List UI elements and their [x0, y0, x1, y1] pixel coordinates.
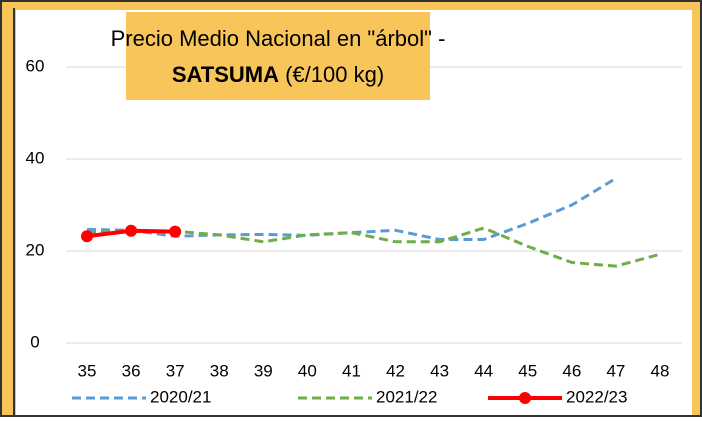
- y-tick-label: 60: [26, 56, 45, 75]
- series-marker: [81, 230, 93, 243]
- chart-title: Precio Medio Nacional en "árbol" -: [111, 26, 446, 51]
- x-tick-label: 42: [386, 361, 405, 380]
- series-line: [86, 226, 661, 268]
- x-tick-label: 45: [518, 361, 537, 380]
- x-tick-label: 36: [122, 361, 141, 380]
- legend-label: 2020/21: [150, 387, 211, 406]
- legend-label: 2021/22: [376, 387, 437, 406]
- plot: 0 20 40 60 35 36 37 38 39 40 41 42 43 44 45 46 47 48 2020/…: [26, 56, 682, 406]
- x-tick-label: 38: [210, 361, 229, 380]
- x-tick-label: 43: [430, 361, 449, 380]
- chart-title: SATSUMA (€/100 kg): [172, 62, 384, 87]
- x-tick-label: 35: [78, 361, 97, 380]
- x-tick-label: 39: [254, 361, 273, 380]
- title-rest: (€/100 kg): [279, 62, 384, 87]
- title-bold: SATSUMA: [172, 62, 279, 87]
- y-tick-label: 0: [30, 332, 39, 351]
- x-tick-label: 46: [562, 361, 581, 380]
- x-tick-label: 47: [606, 361, 625, 380]
- x-tick-label: 48: [651, 361, 670, 380]
- title-box: [126, 12, 430, 100]
- y-tick-label: 20: [26, 240, 45, 259]
- x-tick-label: 44: [474, 361, 493, 380]
- x-tick-label: 37: [166, 361, 185, 380]
- legend-label: 2022/23: [566, 387, 627, 406]
- x-tick-label: 40: [298, 361, 317, 380]
- series-marker: [125, 224, 138, 237]
- x-tick-label: 41: [342, 361, 361, 380]
- series-marker: [169, 225, 182, 238]
- y-tick-label: 40: [26, 148, 45, 167]
- legend-marker: [519, 392, 531, 404]
